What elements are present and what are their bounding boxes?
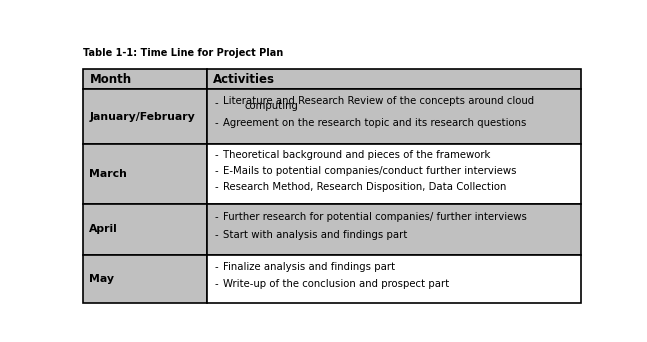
Text: Theoretical background and pieces of the framework: Theoretical background and pieces of the… [223, 150, 490, 160]
Text: -: - [214, 98, 218, 108]
Text: Finalize analysis and findings part: Finalize analysis and findings part [223, 262, 395, 272]
Bar [207, 69, 581, 89]
Text: -: - [214, 150, 218, 160]
Bar [83, 204, 207, 254]
Bar [83, 254, 207, 303]
Text: Literature and Research Review of the concepts around cloud: Literature and Research Review of the co… [223, 96, 534, 106]
Text: Month: Month [89, 73, 131, 86]
Text: Activities: Activities [213, 73, 275, 86]
Bar [83, 144, 207, 204]
Text: Further research for potential companies/ further interviews: Further research for potential companies… [223, 212, 527, 222]
Text: March: March [89, 169, 127, 179]
Text: Start with analysis and findings part: Start with analysis and findings part [223, 230, 407, 240]
Text: -: - [214, 166, 218, 176]
Text: computing: computing [245, 101, 298, 110]
Bar [83, 69, 207, 89]
Text: -: - [214, 212, 218, 222]
Bar [207, 204, 581, 254]
Text: Table 1-1: Time Line for Project Plan: Table 1-1: Time Line for Project Plan [83, 48, 283, 57]
Text: Write-up of the conclusion and prospect part: Write-up of the conclusion and prospect … [223, 279, 449, 289]
Bar [207, 254, 581, 303]
Bar [207, 89, 581, 144]
Text: Research Method, Research Disposition, Data Collection: Research Method, Research Disposition, D… [223, 182, 507, 192]
Text: May: May [89, 274, 115, 284]
Bar [83, 89, 207, 144]
Text: E-Mails to potential companies/conduct further interviews: E-Mails to potential companies/conduct f… [223, 166, 516, 176]
Text: April: April [89, 224, 118, 234]
Bar [207, 144, 581, 204]
Text: -: - [214, 118, 218, 128]
Text: January/February: January/February [89, 112, 195, 122]
Text: -: - [214, 262, 218, 272]
Text: -: - [214, 182, 218, 192]
Text: -: - [214, 230, 218, 240]
Text: -: - [214, 279, 218, 289]
Text: Agreement on the research topic and its research questions: Agreement on the research topic and its … [223, 118, 526, 128]
